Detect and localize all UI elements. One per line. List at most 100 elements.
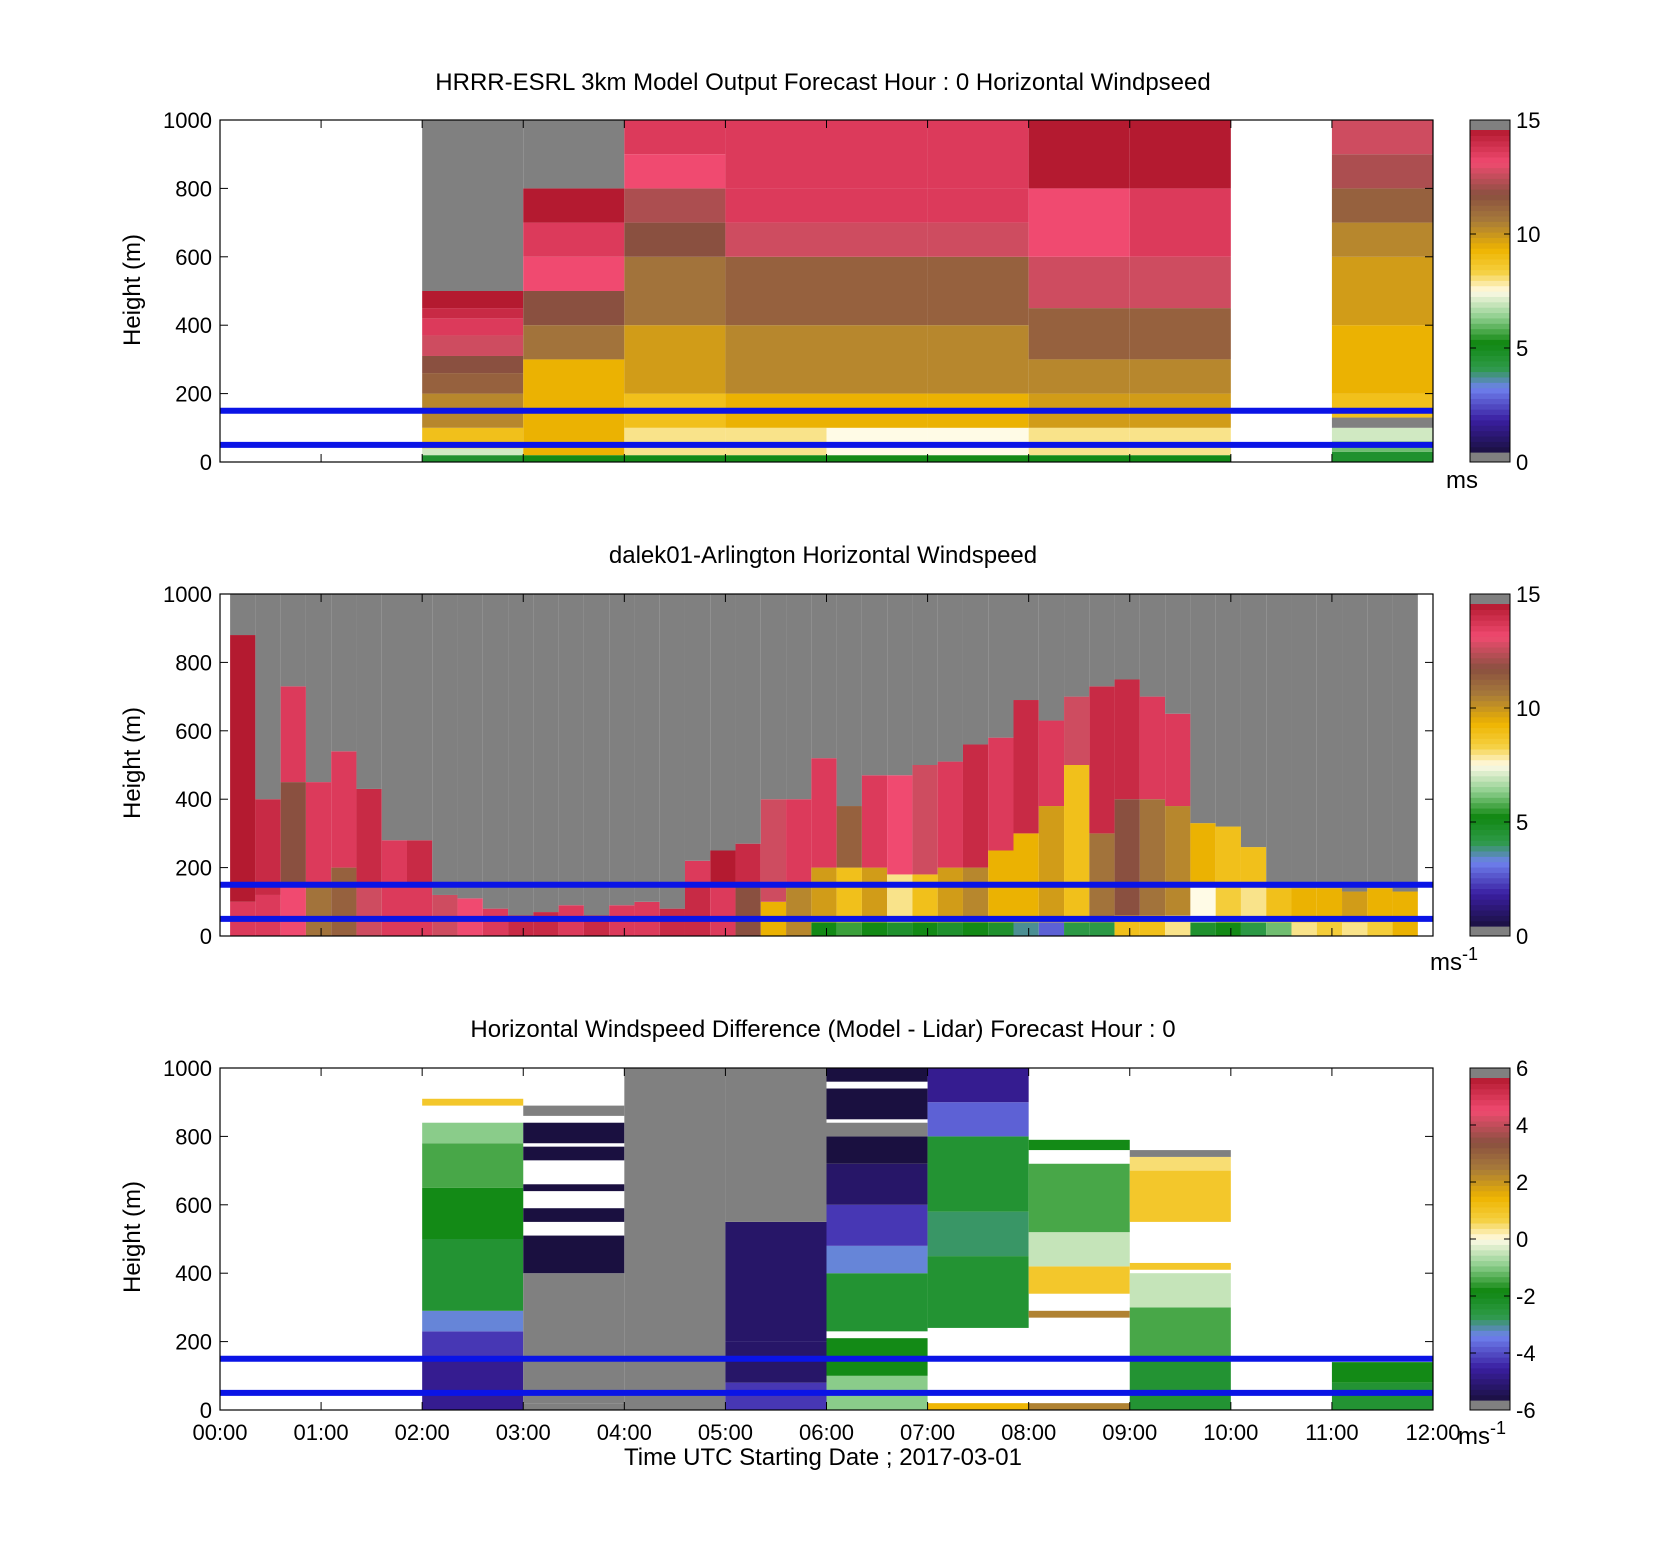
colorbar-swatch [1470, 888, 1510, 895]
colorbar-swatch [1470, 765, 1510, 771]
y-tick-label: 800 [175, 1124, 212, 1149]
colorbar-swatch [1470, 1239, 1510, 1245]
colorbar-swatch [1470, 770, 1510, 777]
data-cell [1013, 700, 1039, 834]
x-tick-label: 11:00 [1305, 1420, 1358, 1445]
data-cell [826, 1136, 928, 1164]
data-cell [1028, 188, 1130, 257]
data-cell [230, 594, 256, 636]
data-cell [422, 355, 524, 374]
data-cell [760, 594, 787, 800]
colorbar-tick-label: 0 [1516, 1227, 1528, 1252]
colorbar-swatch [1470, 360, 1510, 367]
colorbar-swatch [1470, 1206, 1510, 1213]
data-cell [1114, 594, 1140, 680]
colorbar-swatch [1470, 151, 1510, 158]
colorbar-swatch [1470, 1383, 1510, 1390]
data-cell [624, 455, 726, 462]
colorbar-swatch [1470, 344, 1510, 351]
data-cell [684, 594, 711, 861]
colorbar-swatch [1470, 668, 1510, 675]
colorbar-swatch [1470, 430, 1510, 437]
colorbar-cap [1470, 1400, 1510, 1410]
data-cell [684, 884, 711, 936]
data-cell [422, 373, 524, 394]
data-cell [1089, 833, 1115, 923]
colorbar-swatch [1470, 1324, 1510, 1331]
y-axis-label: Height (m) [119, 1181, 146, 1293]
plot-area: 0 200 400 600 800 1000 [163, 582, 1434, 949]
colorbar-swatch [1470, 807, 1510, 814]
colorbar-swatch [1470, 641, 1510, 648]
y-tick-label: 200 [175, 856, 212, 881]
data-cell [624, 188, 726, 223]
colorbar-swatch [1470, 1362, 1510, 1369]
colorbar-swatch [1470, 274, 1510, 281]
colorbar-swatch [1470, 215, 1510, 222]
data-cell [725, 1382, 827, 1410]
plot-area: 0 200 400 600 800 1000 [163, 108, 1434, 475]
colorbar-tick-label: 4 [1516, 1113, 1528, 1138]
colorbar-swatch [1470, 840, 1510, 847]
data-cell [1129, 1273, 1231, 1308]
data-cell [523, 1403, 625, 1410]
colorbar-swatch [1470, 140, 1510, 147]
data-cell [1028, 308, 1130, 360]
colorbar-swatch [1470, 1260, 1510, 1267]
colorbar-swatch [1470, 296, 1510, 303]
colorbar-swatch [1470, 1228, 1510, 1235]
data-cell [927, 222, 1029, 257]
data-cell [422, 308, 524, 319]
colorbar-swatch [1470, 183, 1510, 190]
colorbar-swatch [1470, 328, 1510, 335]
colorbar-swatch [1470, 403, 1510, 410]
data-cell [927, 427, 1029, 456]
data-cell [356, 594, 382, 789]
data-cell [432, 894, 458, 936]
colorbar-swatch [1470, 1281, 1510, 1288]
colorbar-cap [1470, 926, 1510, 936]
data-cell [1064, 922, 1090, 936]
colorbar-swatch [1470, 1190, 1510, 1197]
colorbar-swatch [1470, 446, 1510, 453]
x-tick-label: 00:00 [192, 1420, 247, 1445]
data-cell [280, 686, 306, 783]
data-cell [1129, 1262, 1231, 1270]
data-cell [1331, 393, 1433, 418]
colorbar-frame [1469, 593, 1511, 937]
data-cell [826, 1088, 928, 1120]
colorbar-swatch [1470, 130, 1510, 136]
data-cell [861, 775, 888, 868]
data-cell [811, 758, 837, 868]
data-cell [725, 120, 827, 189]
colorbar-swatch [1470, 1212, 1510, 1219]
unit-exponent: -1 [1490, 1418, 1506, 1438]
data-cell [927, 1256, 1029, 1328]
colorbar-tick-label: -6 [1516, 1398, 1536, 1423]
data-cell [508, 594, 534, 916]
colorbar-swatch [1470, 1335, 1510, 1342]
data-cell [523, 222, 625, 257]
data-cell [887, 874, 913, 923]
data-cell [422, 448, 524, 456]
data-cell [735, 594, 761, 844]
data-cell [786, 884, 812, 936]
data-cell [811, 867, 837, 923]
data-cell [280, 782, 306, 885]
data-cell [523, 120, 625, 189]
data-cell [725, 256, 827, 326]
data-cell [558, 594, 584, 906]
colorbar-swatch [1470, 1147, 1510, 1154]
colorbar-swatch [1470, 1185, 1510, 1192]
colorbar-cap [1470, 452, 1510, 462]
data-cell [826, 427, 928, 456]
colorbar-swatch [1470, 915, 1510, 922]
colorbar: 0 5 10 15 [1469, 108, 1540, 475]
colorbar-swatch [1470, 1244, 1510, 1251]
colorbar-swatch [1470, 1099, 1510, 1106]
data-cell [1064, 765, 1090, 923]
data-cell [937, 761, 963, 868]
data-cell [725, 188, 827, 223]
data-cell [1129, 427, 1231, 456]
colorbar-swatch [1470, 264, 1510, 271]
